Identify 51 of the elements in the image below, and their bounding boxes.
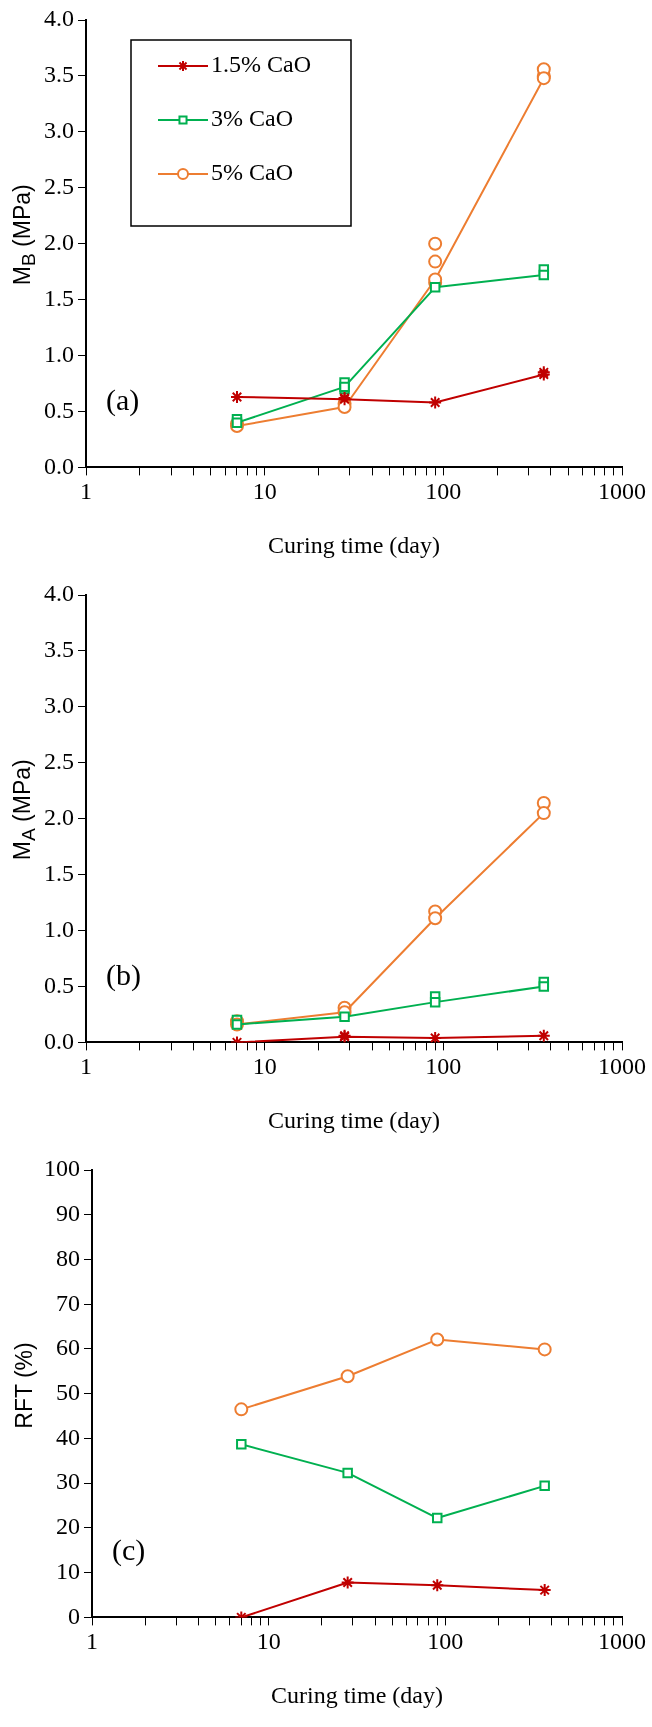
y-tick-label: 4.0 — [44, 5, 74, 32]
x-tick-label: 1 — [80, 1053, 92, 1080]
y-tick-label: 90 — [56, 1200, 80, 1227]
y-tick-label: 2.0 — [44, 229, 74, 255]
annotation: (c) — [112, 1533, 146, 1568]
x-tick-label: 100 — [425, 478, 462, 505]
y-tick-label: 20 — [56, 1513, 80, 1540]
legend-label: 5% CaO — [211, 159, 293, 186]
x-tick-label: 1 — [80, 478, 92, 505]
y-tick-label: 0.0 — [44, 1027, 74, 1054]
y-tick-label: 1.0 — [44, 915, 74, 942]
x-axis-title: Curing time (day) — [268, 1106, 440, 1133]
y-tick-label: 3.0 — [44, 117, 74, 144]
x-tick-label: 1000 — [598, 1053, 646, 1080]
y-tick-label: 0.0 — [44, 452, 74, 479]
y-tick-label: 60 — [56, 1334, 80, 1361]
x-tick-label: 1 — [86, 1628, 98, 1655]
y-tick-label: 0.5 — [44, 971, 74, 998]
y-tick-label: 3.0 — [44, 692, 74, 719]
annotation: (a) — [106, 383, 140, 418]
x-tick-label: 100 — [427, 1628, 464, 1655]
y-tick-label: 2.5 — [44, 173, 74, 200]
y-tick-label: 80 — [56, 1244, 80, 1271]
y-tick-label: 30 — [56, 1468, 80, 1495]
annotation: (b) — [106, 958, 141, 993]
y-tick-label: 1.5 — [44, 284, 74, 311]
x-tick-label: 1000 — [598, 1628, 646, 1655]
x-tick-label: 10 — [252, 1053, 277, 1080]
y-tick-label: 4.0 — [44, 580, 74, 607]
y-tick-label: 10 — [56, 1557, 80, 1584]
y-tick-label: 2.5 — [44, 748, 74, 775]
x-tick-label: 10 — [252, 478, 277, 505]
y-tick-label: 0 — [68, 1602, 80, 1629]
x-tick-label: 1000 — [598, 478, 646, 505]
y-tick-label: 1.0 — [44, 340, 74, 367]
y-tick-label: 100 — [44, 1155, 80, 1182]
x-tick-label: 100 — [425, 1053, 462, 1080]
x-axis-title: Curing time (day) — [268, 531, 440, 558]
y-tick-label: 50 — [56, 1379, 80, 1405]
legend-label: 3% CaO — [211, 105, 293, 132]
y-tick-label: 70 — [56, 1289, 80, 1316]
y-axis-title: RFT (%) — [10, 1341, 38, 1429]
y-tick-label: 3.5 — [44, 636, 74, 663]
y-tick-label: 3.5 — [44, 61, 74, 88]
y-tick-label: 2.0 — [44, 804, 74, 830]
y-tick-label: 40 — [56, 1423, 80, 1450]
x-tick-label: 10 — [256, 1628, 281, 1655]
legend-label: 1.5% CaO — [211, 51, 311, 78]
x-axis-title: Curing time (day) — [271, 1681, 443, 1708]
y-tick-label: 0.5 — [44, 396, 74, 423]
y-tick-label: 1.5 — [44, 859, 74, 886]
